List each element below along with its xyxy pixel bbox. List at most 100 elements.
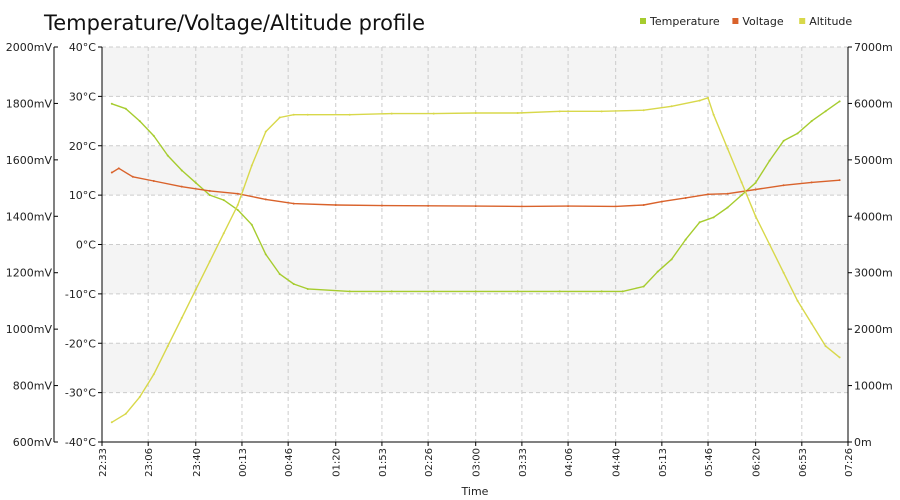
temperature-data-point — [264, 253, 267, 256]
altitude-data-point — [138, 395, 141, 398]
voltage-data-point — [520, 205, 523, 208]
temperature-tick-label: 40°C — [69, 41, 96, 54]
altitude-data-point — [222, 232, 225, 235]
temperature-data-point — [250, 223, 253, 226]
temperature-data-point — [726, 206, 729, 209]
voltage-tick-label: 1600mV — [6, 154, 53, 167]
voltage-data-point — [642, 204, 645, 206]
altitude-data-point — [390, 112, 393, 115]
voltage-data-point — [660, 200, 663, 203]
altitude-data-point — [600, 110, 603, 113]
voltage-legend-label: Voltage — [742, 15, 783, 28]
altitude-data-point — [208, 260, 211, 263]
grid-band — [102, 145, 848, 196]
voltage-data-point — [208, 189, 211, 192]
altitude-data-point — [124, 412, 127, 415]
temperature-tick-label: -40°C — [65, 436, 96, 449]
temperature-data-point — [796, 132, 799, 135]
x-tick-label: 00:46 — [284, 448, 295, 477]
voltage-tick-label: 2000mV — [6, 41, 53, 54]
temperature-data-point — [684, 238, 687, 241]
temperature-data-point — [222, 199, 225, 202]
temperature-legend-swatch — [640, 18, 646, 24]
series-layer — [110, 96, 841, 424]
temperature-data-point — [124, 107, 127, 110]
temperature-tick-label: -30°C — [65, 387, 96, 400]
x-tick-label: 06:20 — [752, 448, 763, 477]
temperature-tick-label: 30°C — [69, 90, 96, 103]
voltage-tick-label: 800mV — [13, 380, 53, 393]
altitude-tick-label: 2000m — [854, 323, 893, 336]
altitude-data-point — [670, 105, 673, 108]
altitude-data-point — [264, 130, 267, 133]
temperature-data-point — [670, 258, 673, 261]
voltage-data-point — [684, 196, 687, 199]
voltage-data-point — [334, 204, 337, 206]
voltage-tick-label: 600mV — [13, 436, 53, 449]
x-tick-label: 01:53 — [378, 448, 389, 477]
voltage-data-point — [110, 171, 113, 174]
x-tick-label: 22:33 — [98, 448, 109, 477]
voltage-data-point — [380, 204, 383, 207]
altitude-data-point — [306, 113, 309, 116]
chart-title: Temperature/Voltage/Altitude profile — [43, 11, 425, 35]
altitude-data-point — [838, 356, 841, 359]
voltage-data-point — [838, 179, 841, 182]
x-tick-label: 06:53 — [798, 448, 809, 477]
temperature-data-point — [390, 290, 393, 293]
temperature-data-point — [712, 216, 715, 219]
altitude-data-point — [740, 181, 743, 184]
temperature-data-point — [166, 154, 169, 157]
altitude-data-point — [292, 113, 295, 116]
temperature-data-point — [236, 208, 239, 211]
temperature-data-point — [600, 290, 603, 293]
x-tick-label: 23:06 — [144, 448, 155, 477]
altitude-data-point — [180, 316, 183, 319]
voltage-data-point — [707, 193, 710, 196]
x-tick-label: 01:20 — [332, 448, 343, 477]
x-tick-label: 05:13 — [658, 448, 669, 477]
plot-area — [101, 46, 849, 443]
altitude-data-point — [516, 112, 519, 115]
altitude-legend-swatch — [799, 18, 806, 24]
temperature-data-point — [782, 139, 785, 142]
temperature-data-point — [152, 134, 155, 137]
altitude-tick-label: 3000m — [854, 267, 893, 280]
x-tick-label: 07:26 — [844, 448, 855, 477]
altitude-data-point — [348, 113, 351, 116]
altitude-tick-label: 7000m — [854, 41, 893, 54]
temperature-tick-label: -10°C — [65, 288, 96, 301]
x-tick-label: 23:40 — [192, 448, 203, 477]
voltage-data-point — [782, 184, 785, 187]
altitude-data-point — [110, 421, 113, 424]
temperature-tick-label: -20°C — [65, 337, 96, 350]
voltage-data-point — [152, 180, 155, 183]
altitude-data-point — [698, 99, 701, 102]
x-tick-label: 05:46 — [704, 448, 715, 477]
altitude-tick-label: 1000m — [854, 380, 893, 393]
altitude-data-point — [796, 299, 799, 302]
temperature-series-line — [111, 100, 841, 293]
altitude-data-point — [824, 345, 827, 348]
temperature-data-point — [348, 290, 351, 293]
voltage-tick-label: 1200mV — [6, 267, 53, 280]
temperature-data-point — [432, 290, 435, 293]
altitude-data-point — [642, 109, 645, 112]
temperature-data-point — [194, 181, 197, 184]
grid-band — [102, 343, 848, 393]
x-axis-label: Time — [461, 485, 489, 498]
altitude-series-line — [111, 97, 841, 423]
temperature-data-point — [180, 169, 183, 172]
x-tick-label: 04:40 — [612, 448, 623, 477]
x-tick-label: 04:06 — [564, 448, 575, 477]
altitude-data-point — [278, 116, 281, 119]
temperature-data-point — [740, 194, 743, 197]
altitude-data-point — [250, 164, 253, 167]
temperature-tick-label: 0°C — [76, 239, 96, 252]
altitude-data-point — [474, 112, 477, 115]
temperature-data-point — [110, 102, 113, 105]
altitude-data-point — [754, 215, 757, 218]
altitude-data-point — [432, 112, 435, 115]
temperature-data-point — [474, 290, 477, 293]
